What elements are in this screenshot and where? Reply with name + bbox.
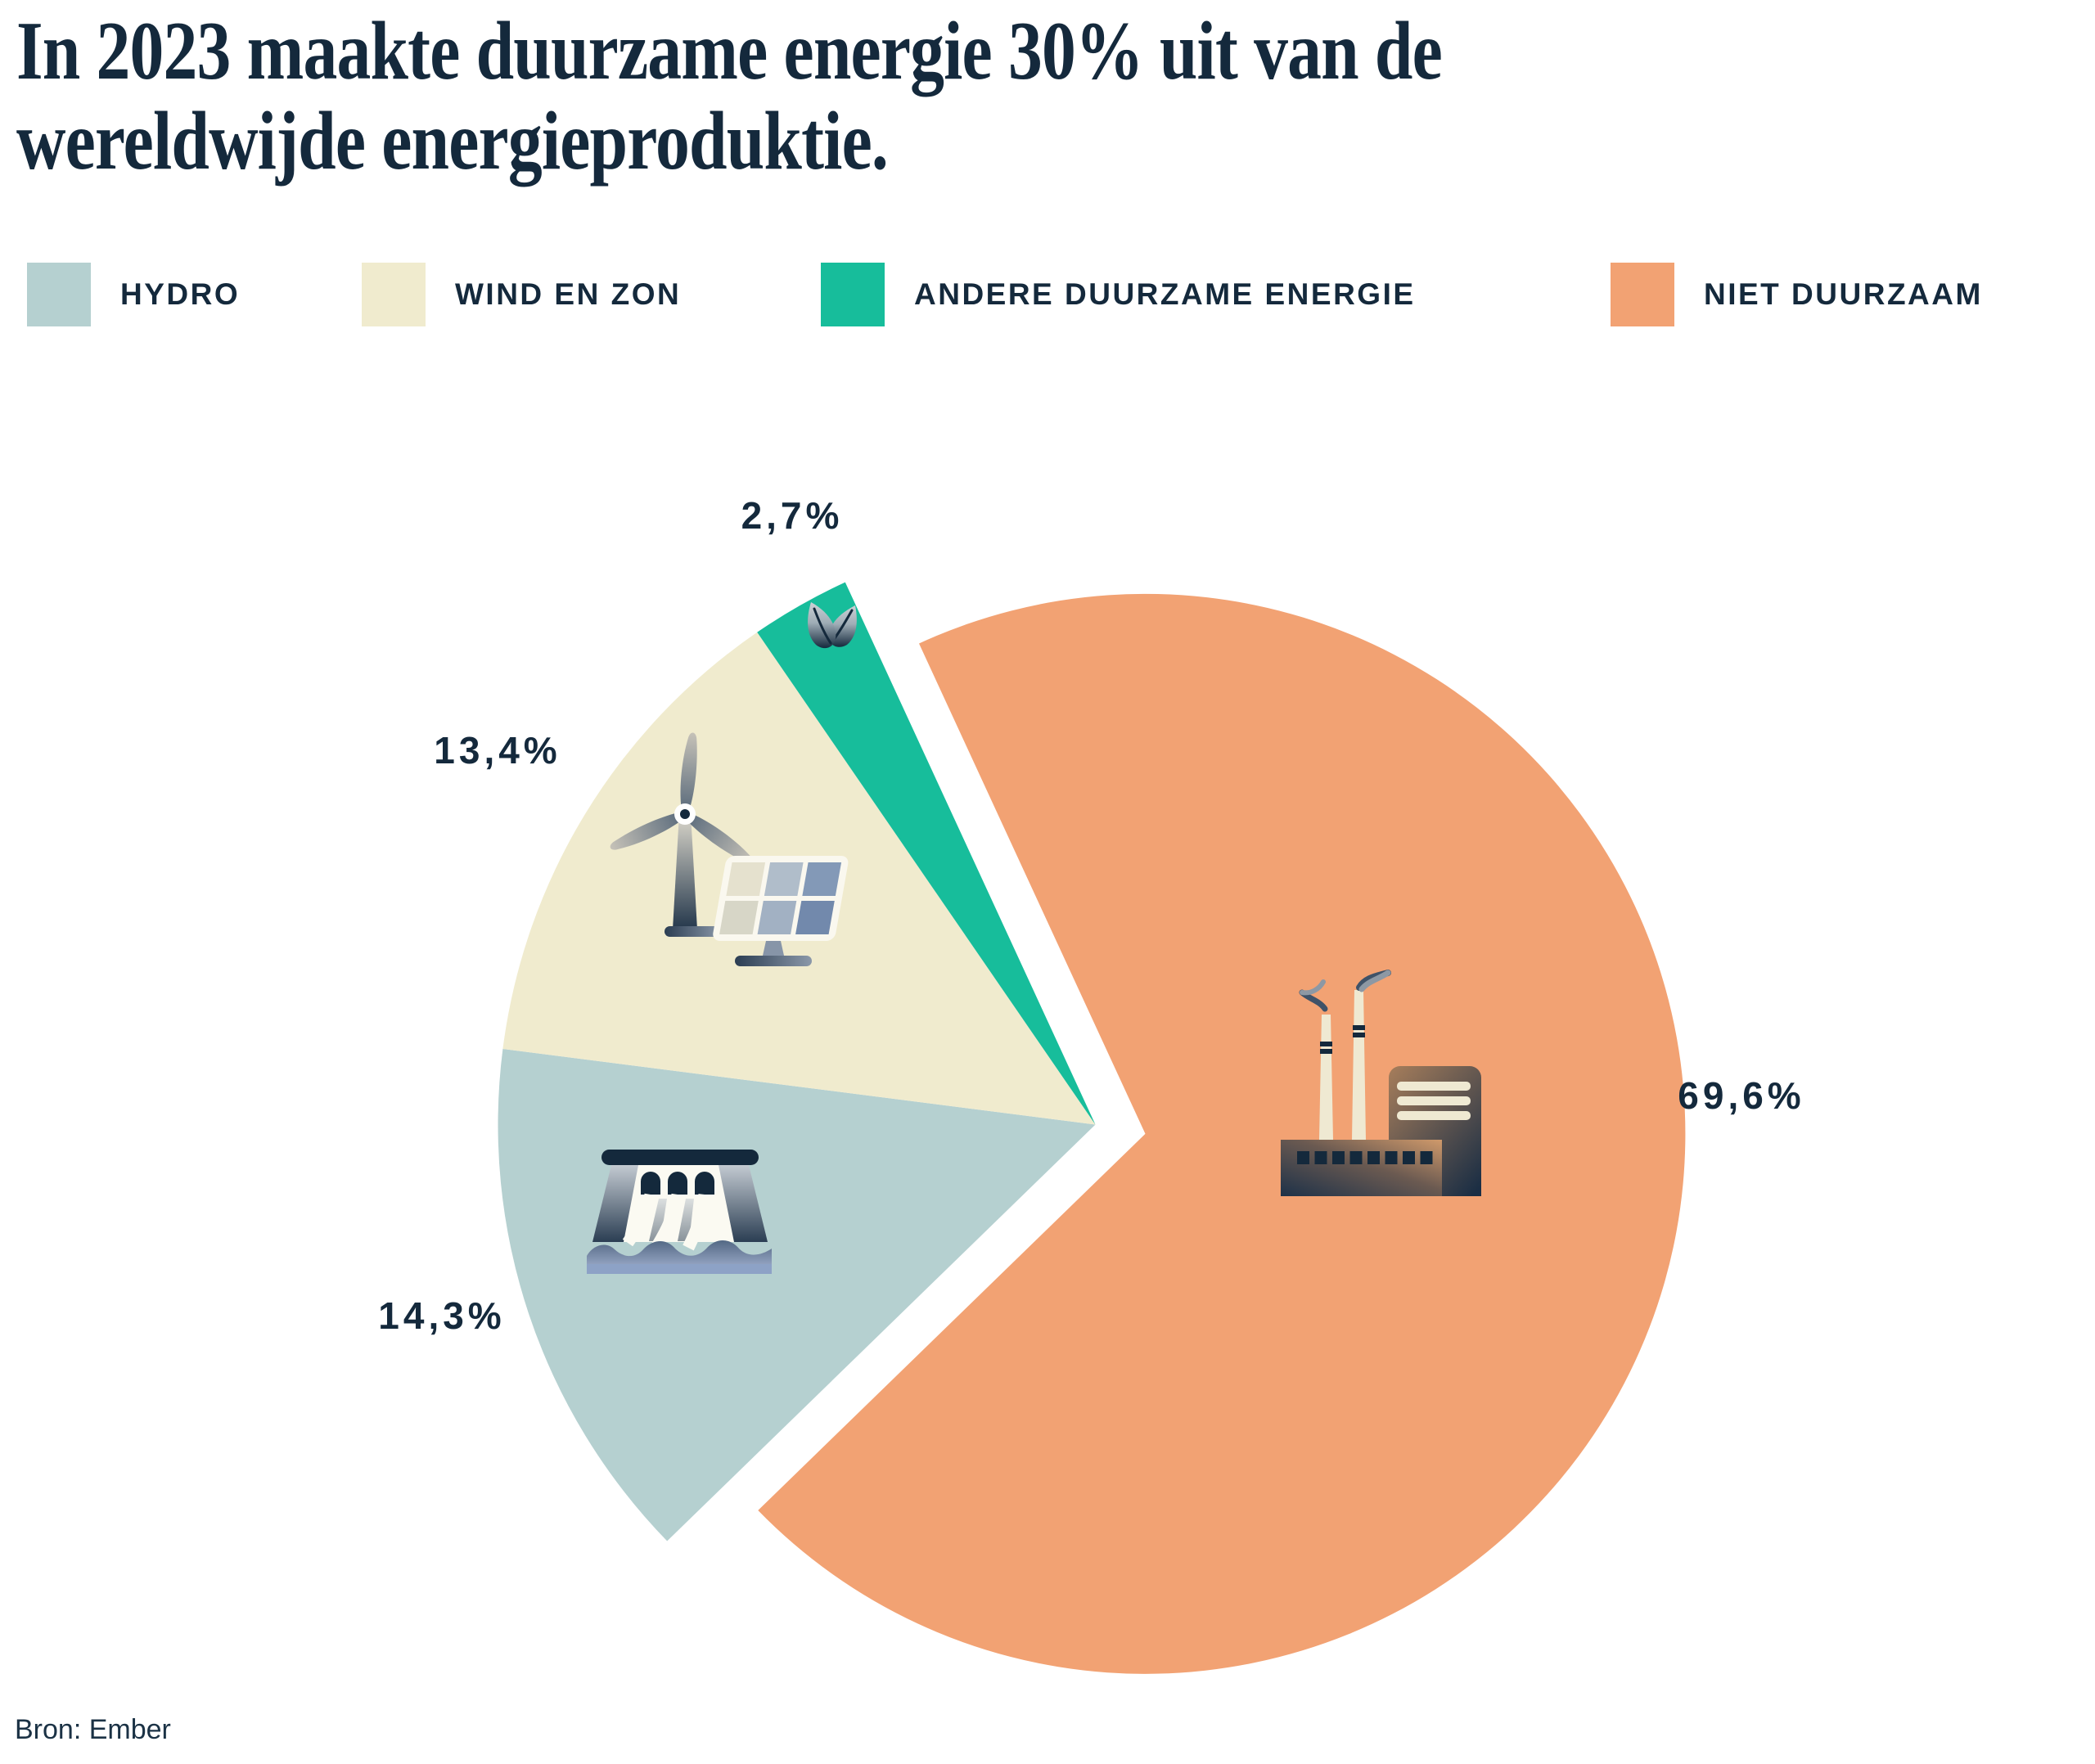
legend-swatch-andere-duurzame-energie [821,263,885,326]
smoke-icon [1299,970,1391,1012]
page-title-line-2: wereldwijde energieproduktie. [16,95,889,188]
legend-label-hydro: HYDRO [120,277,241,311]
dam-icon [587,1150,772,1274]
wind-turbine-icon [607,731,756,937]
slice-label-hydro: 14,3% [378,1294,506,1337]
pie-slices [498,582,1686,1674]
legend-label-wind-en-zon: WIND EN ZON [455,277,682,311]
legend-item-niet-duurzaam: NIET DUURZAAM [1611,263,1983,326]
leaf-icon [808,602,857,649]
factory-windows [1297,1151,1433,1164]
pie-slice-andere-duurzame-energie [757,582,1096,1125]
slice-label-andere-duurzame-energie: 2,7% [741,494,844,537]
legend-swatch-niet-duurzaam [1611,263,1674,326]
legend-label-niet-duurzaam: NIET DUURZAAM [1704,277,1983,311]
slice-label-wind-en-zon: 13,4% [434,729,561,772]
legend-label-andere-duurzame-energie: ANDERE DUURZAME ENERGIE [914,277,1416,311]
legend-item-wind-en-zon: WIND EN ZON [362,263,681,326]
legend-item-andere-duurzame-energie: ANDERE DUURZAME ENERGIE [821,263,1416,326]
page-title: In 2023 maakte duurzame energie 30% uit … [16,5,1443,188]
legend-item-hydro: HYDRO [27,263,240,326]
legend-swatch-wind-en-zon [362,263,426,326]
pie-slice-niet-duurzaam [758,593,1686,1674]
wind-turbine-solar-panel-icon [607,731,849,966]
solar-panel-icon [713,856,849,966]
legend-swatch-hydro [27,263,91,326]
source-credit: Bron: Ember [15,1714,171,1745]
slice-label-niet-duurzaam: 69,6% [1678,1074,1805,1117]
page-title-line-1: In 2023 maakte duurzame energie 30% uit … [16,5,1443,97]
factory-icon [1281,970,1481,1196]
